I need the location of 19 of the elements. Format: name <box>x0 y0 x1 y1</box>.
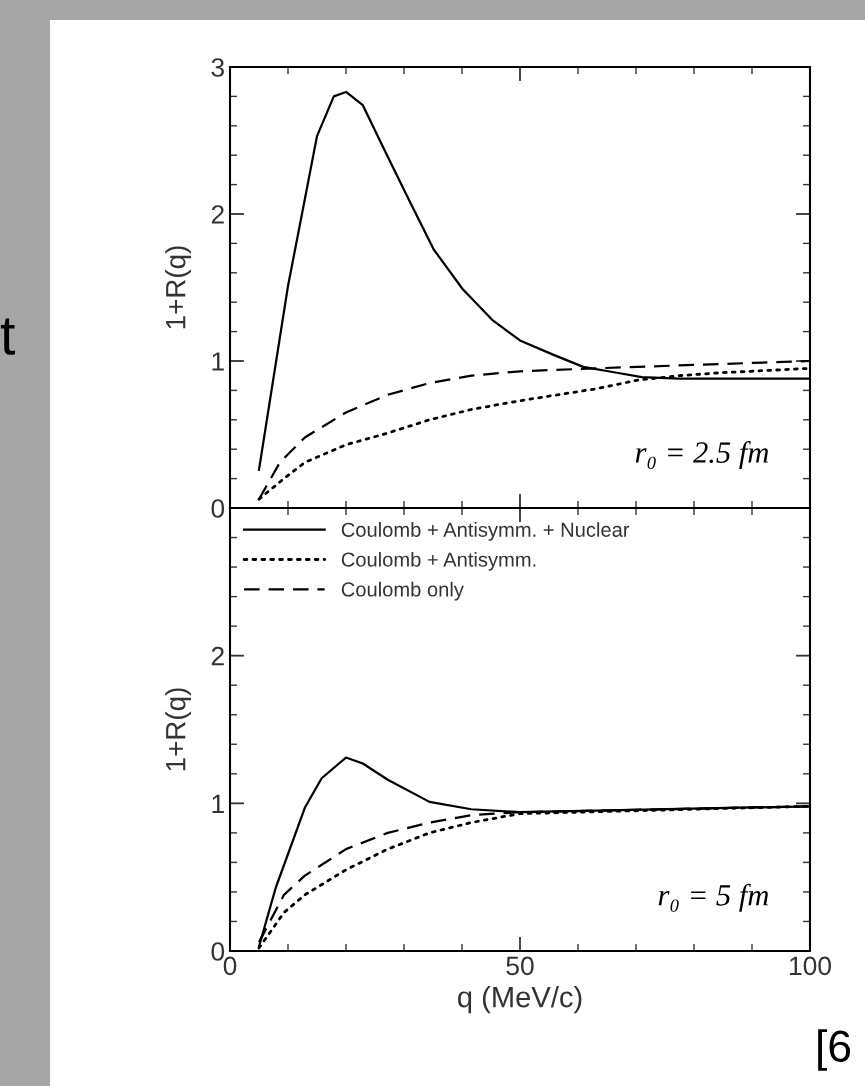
x-tick-label: 100 <box>790 956 831 976</box>
annotation: r₀ = 5 fm <box>658 883 769 912</box>
y-tick-label: 2 <box>211 205 224 224</box>
x-axis-title: q (MeV/c) <box>458 986 582 1014</box>
y-tick-label: 1 <box>212 794 224 813</box>
legend-label: Coulomb + Antisymm. + Nuclear <box>341 522 630 541</box>
y-tick-label: 1 <box>212 352 224 371</box>
y-tick-label: 3 <box>211 58 224 77</box>
text: t <box>0 318 16 355</box>
legend-label: Coulomb + Antisymm. <box>341 551 536 571</box>
y-axis-title: 1+R(q) <box>165 246 192 329</box>
legend-label: Coulomb only <box>341 581 464 601</box>
annotation: r₀ = 2.5 fm <box>635 441 769 470</box>
y-tick-label: 2 <box>211 646 224 666</box>
y-axis-title: 1+R(q) <box>165 688 192 771</box>
y-tick-label: 0 <box>211 942 225 961</box>
text: [6 <box>818 1029 851 1071</box>
y-tick-label: 0 <box>211 499 225 518</box>
x-tick-label: 50 <box>506 956 534 976</box>
